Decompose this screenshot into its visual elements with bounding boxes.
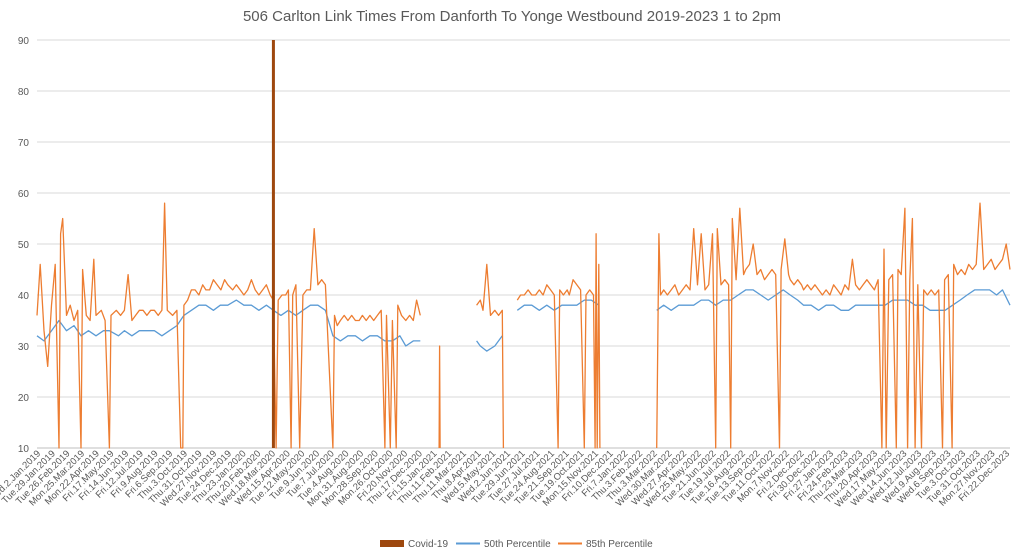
y-tick-label: 60 [18, 189, 30, 200]
legend-label-50th-percentile: 50th Percentile [484, 539, 551, 550]
legend-label-covid-19: Covid-19 [408, 539, 448, 550]
series-line-85th-percentile [36, 202, 1011, 449]
chart-title: 506 Carlton Link Times From Danforth To … [242, 8, 782, 25]
y-tick-label: 30 [18, 342, 30, 353]
y-tick-label: 10 [18, 444, 30, 455]
y-tick-label: 50 [18, 240, 30, 251]
legend-swatch-covid-19 [380, 540, 404, 547]
series-group [36, 40, 1011, 449]
y-tick-label: 20 [18, 393, 30, 404]
y-tick-label: 70 [18, 138, 30, 149]
series-line-50th-percentile [36, 289, 1011, 352]
y-tick-label: 40 [18, 291, 30, 302]
y-tick-label: 90 [18, 36, 30, 47]
y-tick-label: 80 [18, 87, 30, 98]
covid-19-marker-bar [271, 40, 275, 448]
x-axis: Wed.2.Jan.2019Tue.29.Jan.2019Tue.26.Feb.… [0, 447, 1012, 510]
y-axis: 10 20 30 40 50 60 70 80 90 [18, 36, 30, 455]
legend-label-85th-percentile: 85th Percentile [586, 539, 653, 550]
legend: Covid-19 50th Percentile 85th Percentile [380, 539, 653, 550]
